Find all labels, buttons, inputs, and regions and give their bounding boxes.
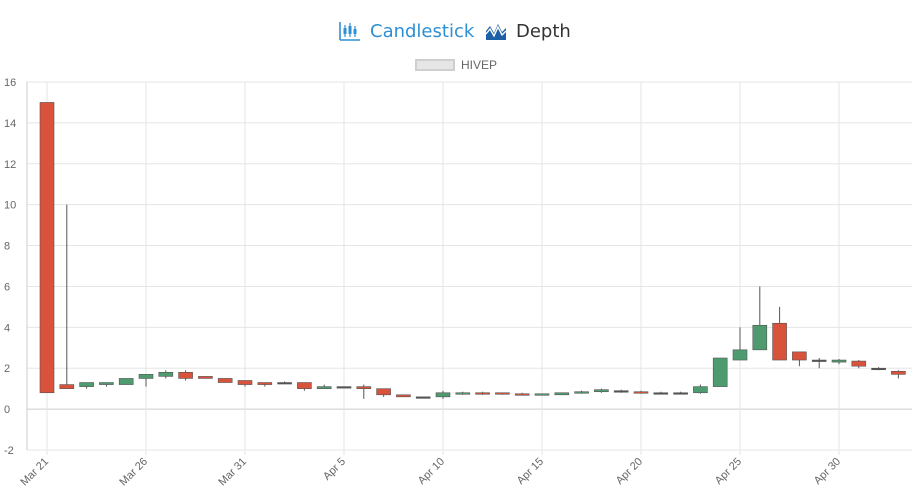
y-tick-label: 10 [4,200,16,212]
candle-body [574,391,589,394]
x-tick-label: Apr 15 [515,456,546,487]
tab-depth-label: Depth [516,20,571,42]
candle-body [415,396,431,399]
candlestick-chart-icon [339,22,360,41]
candle-body [693,386,708,394]
tab-candlestick[interactable]: Candlestick [339,16,474,46]
legend-item-hivep[interactable]: HIVEP [415,57,497,73]
depth-chart-icon [485,24,507,40]
x-tick-label: Apr 30 [812,456,843,487]
tab-depth[interactable]: Depth [485,16,571,46]
candle-body [39,102,55,394]
legend-swatch [415,59,455,71]
candle-body [297,382,312,389]
candle-body [673,392,688,395]
candle-body [752,324,768,351]
candle-body [455,392,471,395]
candle-body [376,388,391,396]
y-tick-label: -2 [4,445,14,457]
y-tick-label: 8 [4,241,10,253]
candle-body [118,378,134,385]
candle-body [792,351,807,361]
candle-body [158,372,174,377]
candle-body [811,359,827,362]
candle-body [653,392,669,395]
candle-body [831,359,847,363]
candle-body [633,391,649,394]
candle-body [435,392,451,398]
y-tick-label: 0 [4,404,10,416]
candle-body [217,378,233,383]
candle-body [356,386,372,389]
candle-body [554,392,570,396]
candle-body [712,357,728,387]
y-tick-label: 12 [4,159,16,171]
x-tick-label: Apr 5 [321,456,348,483]
candle-body [534,393,550,396]
x-tick-label: Mar 31 [216,456,249,489]
candle-body [316,386,332,389]
candle-body [257,382,273,385]
candle-body [594,389,609,393]
candle-body [138,374,154,379]
candle-body [59,384,75,389]
candle-body [336,386,352,389]
y-tick-label: 2 [4,363,10,375]
candle-body [99,382,114,385]
x-tick-label: Apr 25 [713,456,744,487]
candle-body [79,382,94,387]
candle-body [495,392,510,395]
x-tick-label: Apr 20 [614,456,645,487]
candle-body [732,349,748,361]
candle-body [891,370,906,375]
y-tick-label: 16 [4,77,16,89]
y-tick-label: 14 [4,118,16,130]
x-tick-label: Apr 10 [416,456,447,487]
candle-body [851,360,867,367]
candle-body [237,380,253,385]
chart-type-tabs: Candlestick Depth [0,16,914,46]
legend-label: HIVEP [461,58,498,72]
y-tick-label: 6 [4,281,10,293]
candle-body [871,367,886,371]
candle-body [475,392,490,395]
tab-candlestick-label: Candlestick [370,20,475,42]
x-tick-label: Mar 26 [117,456,150,489]
y-tick-label: 4 [4,322,10,334]
candle-body [772,322,787,361]
x-tick-label: Mar 21 [18,456,51,489]
candle-body [613,390,629,393]
candle-body [198,376,213,379]
candle-body [514,393,530,396]
candle-body [277,382,292,385]
candle-body [178,372,193,379]
candle-body [396,394,411,398]
